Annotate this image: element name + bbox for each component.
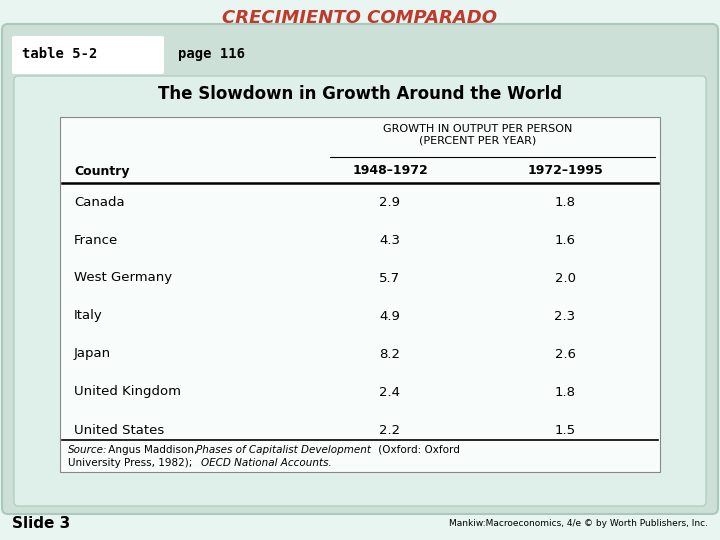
FancyBboxPatch shape [60, 117, 660, 472]
Text: 1.8: 1.8 [554, 386, 575, 399]
Text: (Oxford: Oxford: (Oxford: Oxford [375, 445, 460, 455]
Text: 5.7: 5.7 [379, 272, 400, 285]
Text: Italy: Italy [74, 309, 103, 322]
Text: GROWTH IN OUTPUT PER PERSON
(PERCENT PER YEAR): GROWTH IN OUTPUT PER PERSON (PERCENT PER… [383, 124, 572, 146]
Text: page 116: page 116 [178, 47, 245, 61]
Text: 1.8: 1.8 [554, 195, 575, 208]
Text: 2.6: 2.6 [554, 348, 575, 361]
Text: Japan: Japan [74, 348, 111, 361]
Text: Source:: Source: [68, 445, 107, 455]
Text: table 5-2: table 5-2 [22, 47, 97, 61]
Text: 4.9: 4.9 [379, 309, 400, 322]
Text: Canada: Canada [74, 195, 125, 208]
Text: United Kingdom: United Kingdom [74, 386, 181, 399]
Text: 4.3: 4.3 [379, 233, 400, 246]
Text: 2.0: 2.0 [554, 272, 575, 285]
FancyBboxPatch shape [12, 36, 164, 74]
Text: OECD National Accounts.: OECD National Accounts. [201, 458, 332, 468]
Text: Angus Maddison,: Angus Maddison, [105, 445, 201, 455]
Text: Phases of Capitalist Development: Phases of Capitalist Development [196, 445, 371, 455]
Text: Mankiw:Macroeconomics, 4/e © by Worth Publishers, Inc.: Mankiw:Macroeconomics, 4/e © by Worth Pu… [449, 519, 708, 529]
Text: 1.5: 1.5 [554, 423, 575, 436]
Text: CRECIMIENTO COMPARADO: CRECIMIENTO COMPARADO [222, 9, 498, 27]
Text: France: France [74, 233, 118, 246]
Text: United States: United States [74, 423, 164, 436]
Text: The Slowdown in Growth Around the World: The Slowdown in Growth Around the World [158, 85, 562, 103]
Text: 2.9: 2.9 [379, 195, 400, 208]
Text: West Germany: West Germany [74, 272, 172, 285]
Text: 2.2: 2.2 [379, 423, 400, 436]
FancyBboxPatch shape [2, 24, 718, 514]
Text: 1972–1995: 1972–1995 [527, 165, 603, 178]
Text: 1.6: 1.6 [554, 233, 575, 246]
Text: 8.2: 8.2 [379, 348, 400, 361]
Text: Country: Country [74, 165, 130, 178]
Text: University Press, 1982);: University Press, 1982); [68, 458, 196, 468]
Text: 2.3: 2.3 [554, 309, 575, 322]
Text: 1948–1972: 1948–1972 [352, 165, 428, 178]
Text: Slide 3: Slide 3 [12, 516, 71, 531]
Text: 2.4: 2.4 [379, 386, 400, 399]
FancyBboxPatch shape [14, 76, 706, 506]
